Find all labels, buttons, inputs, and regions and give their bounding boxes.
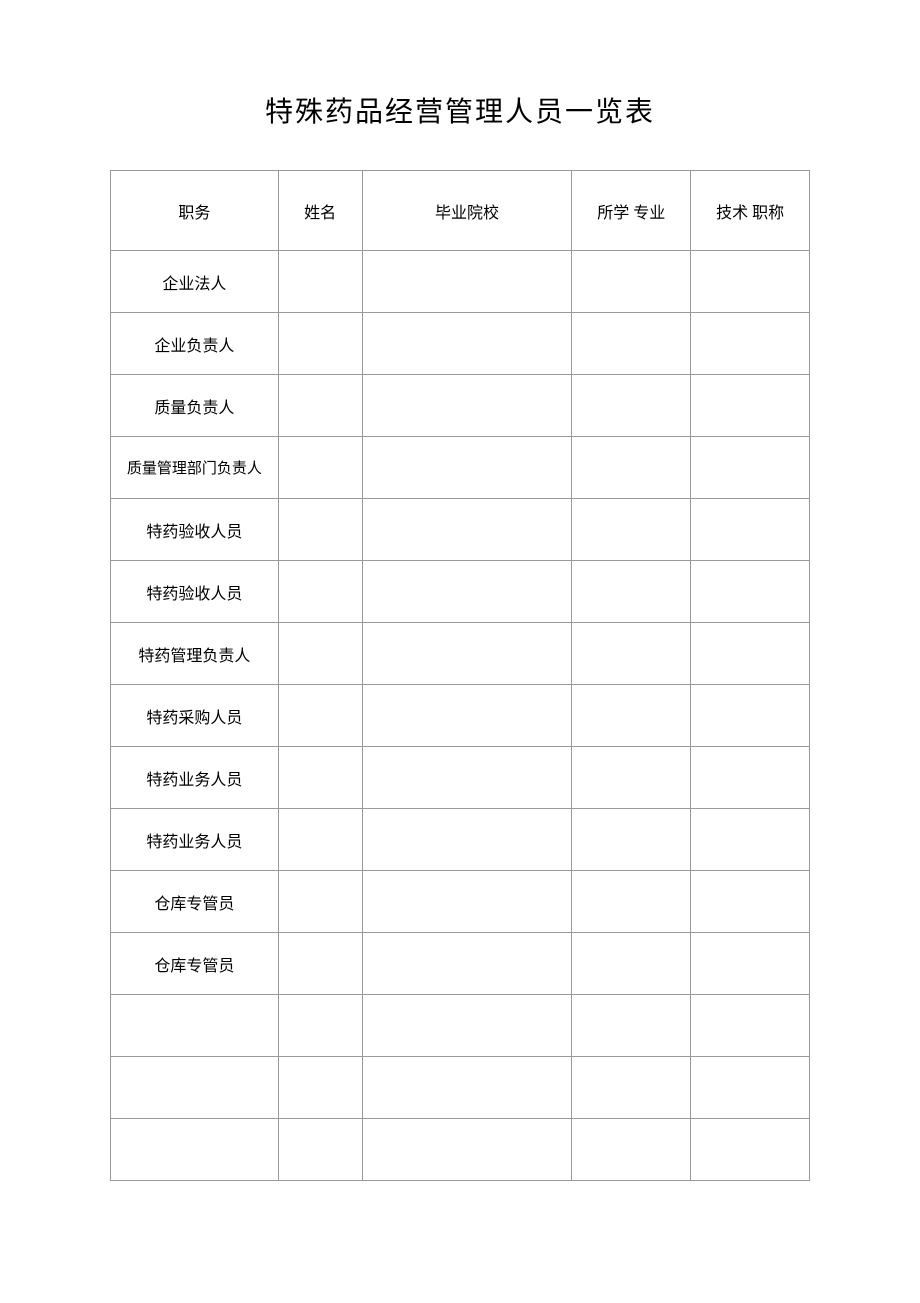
cell-school: [362, 561, 572, 623]
cell-school: [362, 995, 572, 1057]
cell-position: 质量负责人: [111, 375, 279, 437]
cell-title: [691, 375, 810, 437]
header-school: 毕业院校: [362, 171, 572, 251]
cell-title: [691, 1057, 810, 1119]
cell-title: [691, 747, 810, 809]
cell-school: [362, 871, 572, 933]
table-header-row: 职务 姓名 毕业院校 所学 专业 技术 职称: [111, 171, 810, 251]
cell-name: [278, 437, 362, 499]
cell-position: 特药验收人员: [111, 561, 279, 623]
cell-major: [572, 437, 691, 499]
cell-major: [572, 313, 691, 375]
cell-major: [572, 685, 691, 747]
table-row: 仓库专管员: [111, 933, 810, 995]
cell-major: [572, 375, 691, 437]
cell-position: [111, 1057, 279, 1119]
cell-position: [111, 1119, 279, 1181]
cell-school: [362, 313, 572, 375]
table-row: 特药采购人员: [111, 685, 810, 747]
header-title: 技术 职称: [691, 171, 810, 251]
cell-title: [691, 437, 810, 499]
cell-position: 特药采购人员: [111, 685, 279, 747]
table-row: 特药管理负责人: [111, 623, 810, 685]
personnel-table: 职务 姓名 毕业院校 所学 专业 技术 职称 企业法人 企业负责人 质量负责人: [110, 170, 810, 1181]
cell-position: 质量管理部门负责人: [111, 437, 279, 499]
cell-name: [278, 623, 362, 685]
cell-name: [278, 933, 362, 995]
table-row: 质量负责人: [111, 375, 810, 437]
header-position: 职务: [111, 171, 279, 251]
table-row: 企业法人: [111, 251, 810, 313]
cell-major: [572, 499, 691, 561]
cell-major: [572, 1057, 691, 1119]
cell-title: [691, 313, 810, 375]
cell-name: [278, 995, 362, 1057]
cell-name: [278, 1057, 362, 1119]
cell-major: [572, 623, 691, 685]
table-row: 质量管理部门负责人: [111, 437, 810, 499]
cell-position: 特药业务人员: [111, 809, 279, 871]
cell-major: [572, 561, 691, 623]
cell-position: 特药业务人员: [111, 747, 279, 809]
cell-school: [362, 933, 572, 995]
header-major: 所学 专业: [572, 171, 691, 251]
cell-title: [691, 933, 810, 995]
cell-school: [362, 251, 572, 313]
cell-name: [278, 685, 362, 747]
cell-major: [572, 995, 691, 1057]
cell-title: [691, 995, 810, 1057]
cell-title: [691, 1119, 810, 1181]
cell-position: 企业负责人: [111, 313, 279, 375]
table-row: [111, 995, 810, 1057]
cell-name: [278, 871, 362, 933]
table-row: 特药验收人员: [111, 499, 810, 561]
cell-name: [278, 375, 362, 437]
cell-name: [278, 561, 362, 623]
cell-title: [691, 561, 810, 623]
cell-title: [691, 809, 810, 871]
cell-school: [362, 437, 572, 499]
cell-position: [111, 995, 279, 1057]
table-row: 特药业务人员: [111, 747, 810, 809]
table-row: 特药业务人员: [111, 809, 810, 871]
cell-major: [572, 933, 691, 995]
cell-position: 仓库专管员: [111, 933, 279, 995]
cell-school: [362, 499, 572, 561]
document-title: 特殊药品经营管理人员一览表: [110, 90, 810, 130]
cell-name: [278, 809, 362, 871]
cell-school: [362, 809, 572, 871]
cell-school: [362, 375, 572, 437]
cell-school: [362, 1119, 572, 1181]
table-row: [111, 1119, 810, 1181]
cell-major: [572, 747, 691, 809]
cell-title: [691, 685, 810, 747]
cell-major: [572, 251, 691, 313]
cell-school: [362, 747, 572, 809]
table-row: 特药验收人员: [111, 561, 810, 623]
cell-title: [691, 251, 810, 313]
cell-title: [691, 623, 810, 685]
cell-name: [278, 313, 362, 375]
cell-school: [362, 685, 572, 747]
cell-position: 特药验收人员: [111, 499, 279, 561]
cell-position: 特药管理负责人: [111, 623, 279, 685]
table-row: 企业负责人: [111, 313, 810, 375]
cell-school: [362, 623, 572, 685]
cell-position: 仓库专管员: [111, 871, 279, 933]
cell-major: [572, 871, 691, 933]
cell-major: [572, 809, 691, 871]
cell-name: [278, 747, 362, 809]
cell-title: [691, 871, 810, 933]
table-row: [111, 1057, 810, 1119]
cell-major: [572, 1119, 691, 1181]
cell-name: [278, 1119, 362, 1181]
cell-position: 企业法人: [111, 251, 279, 313]
table-row: 仓库专管员: [111, 871, 810, 933]
cell-school: [362, 1057, 572, 1119]
cell-title: [691, 499, 810, 561]
header-name: 姓名: [278, 171, 362, 251]
cell-name: [278, 251, 362, 313]
cell-name: [278, 499, 362, 561]
